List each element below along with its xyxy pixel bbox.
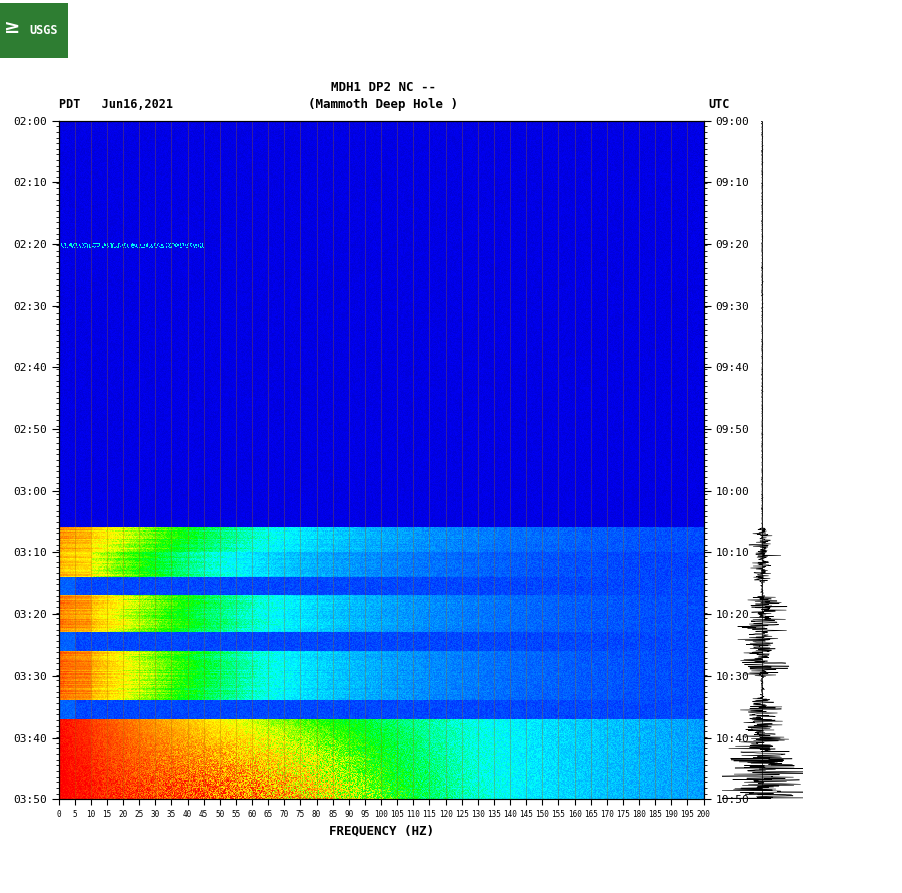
Text: USGS: USGS — [30, 24, 59, 37]
X-axis label: FREQUENCY (HZ): FREQUENCY (HZ) — [328, 824, 434, 838]
Text: UTC: UTC — [708, 97, 730, 111]
Text: (Mammoth Deep Hole ): (Mammoth Deep Hole ) — [308, 97, 458, 111]
Text: ≥: ≥ — [4, 18, 21, 38]
Text: PDT   Jun16,2021: PDT Jun16,2021 — [59, 97, 172, 111]
Text: MDH1 DP2 NC --: MDH1 DP2 NC -- — [331, 80, 436, 94]
